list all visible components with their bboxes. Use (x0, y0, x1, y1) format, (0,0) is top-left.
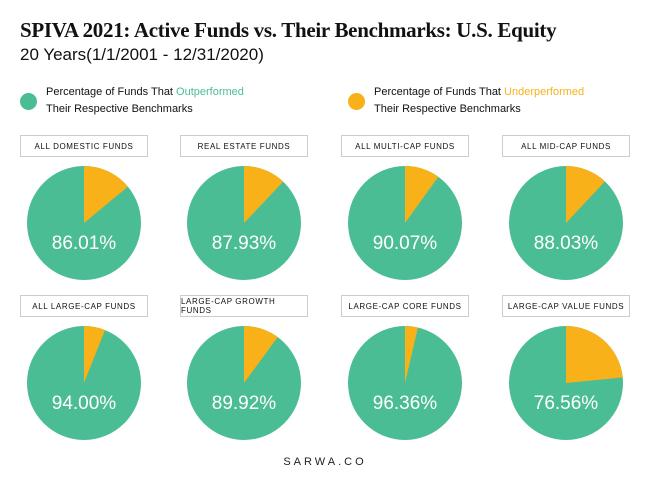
pie (348, 166, 462, 280)
pie-label: ALL MID-CAP FUNDS (502, 135, 630, 157)
pie-slice-underperformed (405, 326, 418, 383)
chart-title: SPIVA 2021: Active Funds vs. Their Bench… (20, 18, 557, 42)
pie-value-label: 88.03% (533, 233, 599, 254)
pie-label: REAL ESTATE FUNDS (180, 135, 308, 157)
orange-dot-icon (348, 92, 365, 110)
pie-value-label: 87.93% (211, 233, 277, 254)
legend-text: Their Respective Benchmarks (374, 103, 521, 115)
pie (509, 326, 623, 440)
pie (509, 166, 623, 280)
pie-value-label: 94.00% (51, 393, 117, 414)
legend-highlight: Underperformed (504, 86, 585, 98)
pie-value-label: 89.92% (211, 393, 277, 414)
legend-text: Percentage of Funds That (46, 86, 177, 98)
legend-text: Their Respective Benchmarks (46, 103, 193, 115)
pie-label: ALL DOMESTIC FUNDS (20, 135, 148, 157)
pie-label: LARGE-CAP VALUE FUNDS (502, 295, 630, 317)
pie-value-label: 76.56% (533, 393, 599, 414)
pie-label: LARGE-CAP GROWTH FUNDS (180, 295, 308, 317)
pie (187, 326, 301, 440)
pie-slice-underperformed (405, 166, 439, 223)
pie (27, 326, 141, 440)
pie (187, 166, 301, 280)
pie-label: ALL LARGE-CAP FUNDS (20, 295, 148, 317)
green-dot-icon (20, 92, 37, 110)
pie-slice-underperformed (566, 326, 623, 383)
legend-highlight: Outperformed (176, 86, 244, 98)
legend-underperformed: Percentage of Funds That Underperformed … (348, 84, 584, 118)
pie-label: LARGE-CAP CORE FUNDS (341, 295, 469, 317)
legend-outperformed: Percentage of Funds That Outperformed Th… (20, 84, 244, 118)
pie-slice-underperformed (566, 166, 605, 223)
pie-value-label: 96.36% (372, 393, 438, 414)
pie (27, 166, 141, 280)
pie-slice-underperformed (244, 166, 284, 223)
footer-brand: SARWA.CO (283, 456, 367, 468)
pie-slice-underperformed (244, 326, 278, 383)
pie-value-label: 86.01% (51, 233, 117, 254)
pie-value-label: 90.07% (372, 233, 438, 254)
legend-text: Percentage of Funds That (374, 86, 505, 98)
pie-slice-underperformed (84, 166, 128, 223)
pie-label: ALL MULTI-CAP FUNDS (341, 135, 469, 157)
pie-slice-underperformed (84, 326, 105, 383)
chart-subtitle: 20 Years(1/1/2001 - 12/31/2020) (20, 45, 264, 64)
pie (348, 326, 462, 440)
